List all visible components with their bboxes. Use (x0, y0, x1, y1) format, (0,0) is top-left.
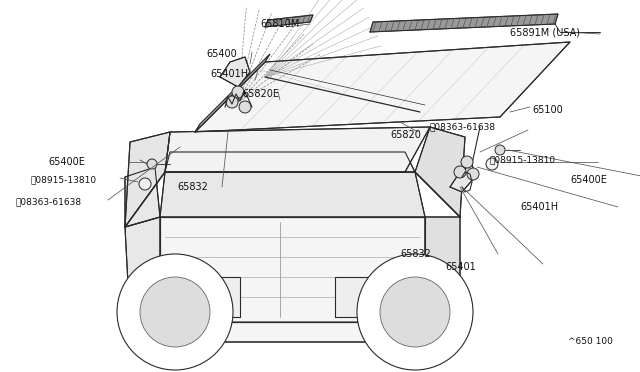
Polygon shape (160, 217, 425, 322)
Text: 65832: 65832 (400, 249, 431, 259)
Circle shape (380, 277, 450, 347)
Text: Ⓝ08363-61638: Ⓝ08363-61638 (15, 198, 81, 206)
Polygon shape (425, 217, 460, 322)
Text: 65400E: 65400E (48, 157, 85, 167)
Text: 65891M (USA): 65891M (USA) (510, 27, 580, 37)
Text: 65100: 65100 (532, 105, 563, 115)
Polygon shape (125, 167, 160, 227)
Polygon shape (335, 277, 415, 317)
Circle shape (239, 101, 251, 113)
Polygon shape (165, 127, 430, 172)
Circle shape (232, 86, 244, 98)
Polygon shape (160, 172, 425, 217)
Text: 65401H: 65401H (210, 69, 248, 79)
Text: 65401: 65401 (445, 262, 476, 272)
Polygon shape (125, 132, 170, 227)
Polygon shape (450, 164, 475, 192)
Polygon shape (165, 152, 415, 172)
Circle shape (486, 158, 498, 170)
Text: 65832: 65832 (177, 182, 208, 192)
Circle shape (357, 254, 473, 370)
Circle shape (139, 178, 151, 190)
Text: 65400: 65400 (206, 49, 237, 59)
Text: 65401H: 65401H (520, 202, 558, 212)
Text: Ⓝ08363-61638: Ⓝ08363-61638 (430, 122, 496, 131)
Text: 65820: 65820 (390, 130, 421, 140)
Polygon shape (165, 277, 240, 317)
Circle shape (495, 145, 505, 155)
Circle shape (147, 159, 157, 169)
Text: ⓜ08915-13810: ⓜ08915-13810 (490, 155, 556, 164)
Circle shape (467, 168, 479, 180)
Circle shape (461, 156, 473, 168)
Circle shape (454, 166, 466, 178)
Polygon shape (265, 15, 313, 27)
Polygon shape (415, 127, 465, 217)
Polygon shape (195, 54, 270, 132)
Circle shape (117, 254, 233, 370)
Circle shape (226, 96, 238, 108)
Text: ⓜ08915-13810: ⓜ08915-13810 (30, 176, 96, 185)
Polygon shape (370, 14, 558, 32)
Polygon shape (125, 217, 160, 322)
Text: 65810M: 65810M (260, 19, 300, 29)
Text: ^650 100: ^650 100 (568, 337, 613, 346)
Text: 65820E: 65820E (242, 89, 279, 99)
Polygon shape (150, 322, 435, 342)
Text: 65400E: 65400E (570, 175, 607, 185)
Polygon shape (195, 42, 570, 132)
Polygon shape (220, 57, 250, 87)
Circle shape (140, 277, 210, 347)
